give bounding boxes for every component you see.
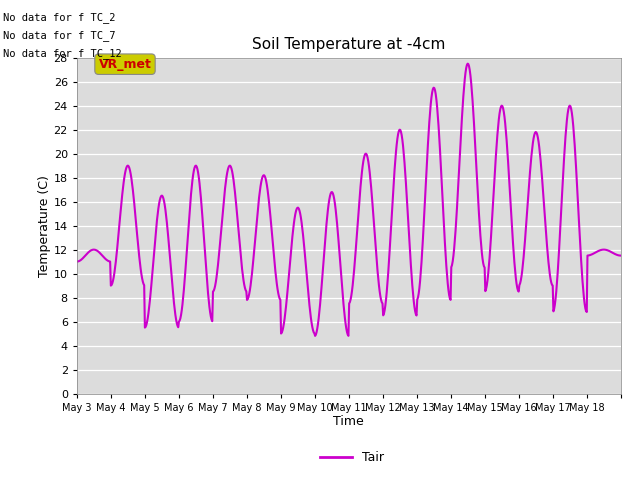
Text: VR_met: VR_met <box>99 58 152 71</box>
X-axis label: Time: Time <box>333 415 364 429</box>
Text: No data for f TC_2: No data for f TC_2 <box>3 12 116 23</box>
Title: Soil Temperature at -4cm: Soil Temperature at -4cm <box>252 37 445 52</box>
Text: No data for f TC_7: No data for f TC_7 <box>3 30 116 41</box>
Text: No data for f TC_12: No data for f TC_12 <box>3 48 122 60</box>
Y-axis label: Temperature (C): Temperature (C) <box>38 175 51 276</box>
Legend: Tair: Tair <box>316 446 388 469</box>
